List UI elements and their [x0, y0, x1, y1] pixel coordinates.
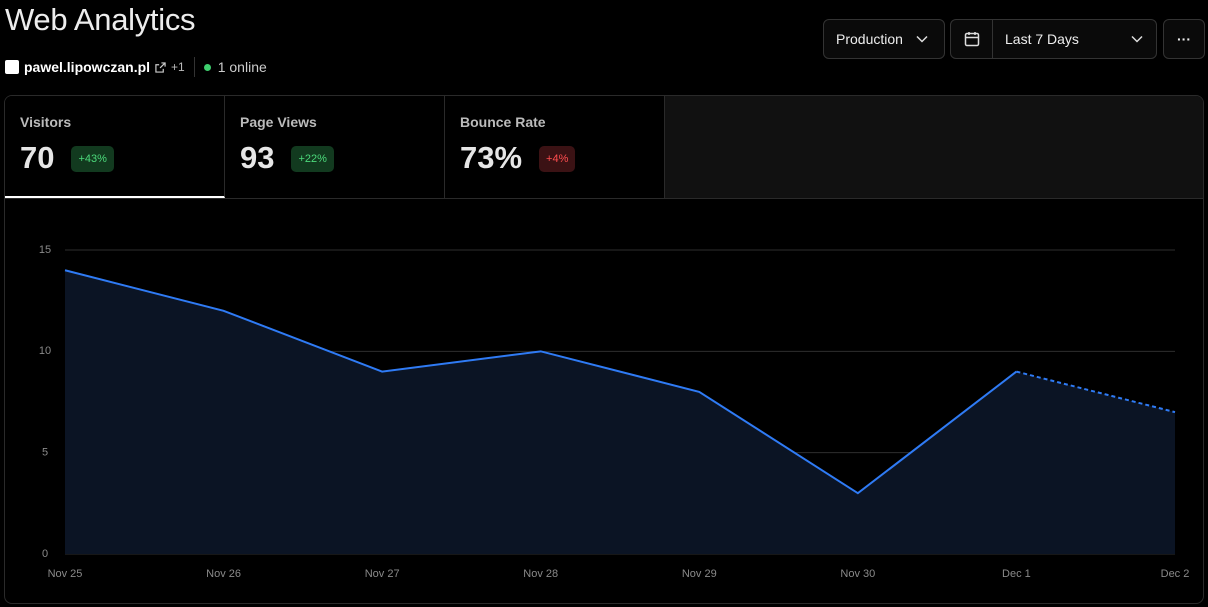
line	[64, 269, 1018, 495]
chevron	[1131, 35, 1143, 43]
calendar-icon	[964, 32, 979, 47]
line-projected	[1016, 370, 1176, 414]
x-tick-label: Dec 2	[1161, 568, 1190, 580]
x-tick-label: Nov 27	[365, 568, 400, 580]
x-tick-label: Nov 26	[206, 568, 241, 580]
menu-button[interactable]: ···	[1163, 19, 1205, 59]
range-label: Last 7 Days	[1005, 31, 1079, 47]
metric-change: +22%	[291, 146, 334, 172]
range-select[interactable]: Last 7 Days	[950, 19, 1157, 59]
y-tick-label: 15	[39, 244, 51, 256]
external-link-icon[interactable]	[155, 61, 166, 73]
x-tick-label: Dec 1	[1002, 568, 1031, 580]
x-tick-label: Nov 25	[48, 568, 83, 580]
divider	[193, 57, 195, 77]
metric-change: +4%	[539, 146, 576, 172]
environment-select[interactable]: Production	[823, 19, 945, 59]
y-tick-label: 5	[42, 447, 48, 459]
chevron	[916, 35, 928, 43]
metric-tab[interactable]: Visitors 70 +43%	[5, 96, 225, 198]
metric-value: 70	[20, 140, 55, 175]
calendar-button	[951, 20, 993, 58]
metric-tab[interactable]: Page Views 93 +22%	[225, 96, 445, 198]
favicon	[5, 60, 19, 74]
x-tick-label: Nov 28	[523, 568, 558, 580]
area-fill	[65, 270, 1175, 554]
metric-change: +43%	[71, 146, 114, 172]
metric-tabs: Visitors 70 +43% Page Views 93 +22% Bounce Rat…	[5, 96, 1203, 199]
metric-label: Page Views	[240, 114, 317, 130]
y-tick-label: 10	[39, 345, 51, 357]
page-title: Web Analytics	[5, 2, 196, 37]
metric-label: Visitors	[20, 114, 72, 130]
analytics-card: Visitors 70 +43% Page Views 93 +22% Bounce Rat…	[4, 95, 1204, 604]
environment-label: Production	[836, 31, 903, 47]
online-count: 1 online	[217, 59, 267, 75]
y-tick-label: 0	[42, 548, 48, 560]
metric-label: Bounce Rate	[460, 114, 546, 130]
site-link[interactable]: pawel.lipowczan.pl	[24, 59, 151, 75]
more-sites[interactable]: +1	[171, 60, 185, 74]
metric-value: 73%	[460, 140, 523, 175]
online-dot	[203, 63, 211, 71]
metric-tab[interactable]: Bounce Rate 73% +4%	[445, 96, 665, 198]
site-info: pawel.lipowczan.pl +1 1 online	[5, 57, 267, 77]
x-tick-label: Nov 29	[682, 568, 717, 580]
x-tick-label: Nov 30	[840, 568, 875, 580]
metric-value: 93	[240, 140, 275, 175]
